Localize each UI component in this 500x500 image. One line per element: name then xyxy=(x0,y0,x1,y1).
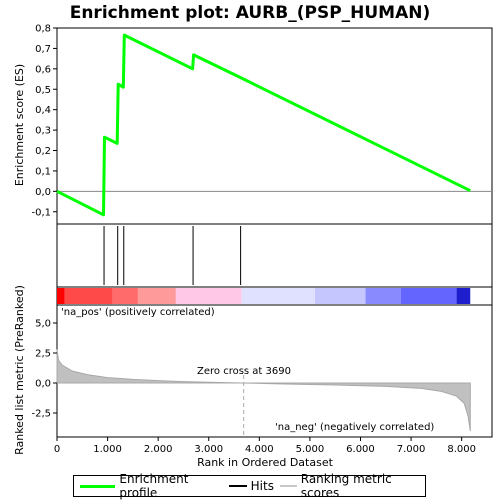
x-tick-label: 0 xyxy=(54,444,60,455)
es-panel: -0,1 0,0 0,1 0,2 0,3 0,4 0,5 0,6 0,7 0,8 xyxy=(31,24,493,225)
x-tick-label: 6.000 xyxy=(346,444,375,455)
negative-correlation-label: 'na_neg' (negatively correlated) xyxy=(275,422,434,433)
es-y-tick-label: 0,2 xyxy=(35,146,51,157)
legend-swatch-green xyxy=(80,484,116,488)
es-y-tick-label: 0,3 xyxy=(35,126,51,137)
es-y-tick-label: 0,4 xyxy=(35,105,51,116)
es-y-tick-label: -0,1 xyxy=(31,207,51,218)
gradient-band xyxy=(400,288,457,304)
es-y-tick-label: 0,8 xyxy=(35,24,51,35)
x-tick-label: 8.000 xyxy=(447,444,476,455)
metric-panel: -2,5 0,0 2,5 5,0 0 1.000 2.000 3.000 4.000 5.000 6… xyxy=(31,304,493,455)
metric-plot-frame xyxy=(56,304,493,438)
x-tick-label: 7.000 xyxy=(397,444,426,455)
gradient-band xyxy=(365,288,401,304)
gradient-band xyxy=(175,288,242,304)
gradient-band xyxy=(456,288,471,304)
x-tick-label: 3.000 xyxy=(194,444,223,455)
legend-swatch-black xyxy=(228,485,247,487)
legend-swatch-gray xyxy=(279,485,297,487)
legend-item-hits: Hits xyxy=(228,479,274,493)
legend-item-metric: Ranking metric scores xyxy=(279,472,425,500)
x-tick-label: 4.000 xyxy=(245,444,274,455)
gradient-band xyxy=(57,288,65,304)
legend-label: Ranking metric scores xyxy=(300,472,392,500)
gradient-band xyxy=(314,288,366,304)
gradient-band xyxy=(112,288,138,304)
legend: Enrichment profile Hits Ranking metric s… xyxy=(73,472,426,500)
gradient-bar xyxy=(56,286,493,306)
es-y-tick-label: 0,1 xyxy=(35,166,51,177)
gradient-band xyxy=(241,288,315,304)
chart-title: Enrichment plot: AURB_(PSP_HUMAN) xyxy=(70,3,431,23)
legend-item-enrichment: Enrichment profile xyxy=(80,472,223,500)
legend-label: Hits xyxy=(250,479,274,493)
es-y-axis-label: Enrichment score (ES) xyxy=(13,64,26,186)
zero-cross-label: Zero cross at 3690 xyxy=(197,366,291,377)
es-y-tick-label: 0,7 xyxy=(35,44,51,55)
gradient-band xyxy=(64,288,113,304)
x-tick-label: 2.000 xyxy=(144,444,173,455)
hits-panel xyxy=(56,223,493,288)
metric-y-tick-label: 5,0 xyxy=(35,319,51,330)
metric-y-tick-label: -2,5 xyxy=(31,409,51,420)
metric-y-axis-label: Ranked list metric (PreRanked) xyxy=(13,285,26,455)
es-plot-frame xyxy=(56,27,493,225)
metric-y-tick-label: 0,0 xyxy=(35,379,51,390)
hits-frame xyxy=(56,223,493,288)
es-y-tick-label: 0,0 xyxy=(35,187,51,198)
gradient-band xyxy=(137,288,176,304)
x-axis-label: Rank in Ordered Dataset xyxy=(197,456,334,469)
positive-correlation-label: 'na_pos' (positively correlated) xyxy=(61,307,215,318)
legend-label: Enrichment profile xyxy=(119,472,189,500)
es-y-tick-label: 0,5 xyxy=(35,85,51,96)
x-tick-label: 5.000 xyxy=(296,444,325,455)
x-tick-label: 1.000 xyxy=(93,444,122,455)
es-y-tick-label: 0,6 xyxy=(35,64,51,75)
metric-y-tick-label: 2,5 xyxy=(35,349,51,360)
